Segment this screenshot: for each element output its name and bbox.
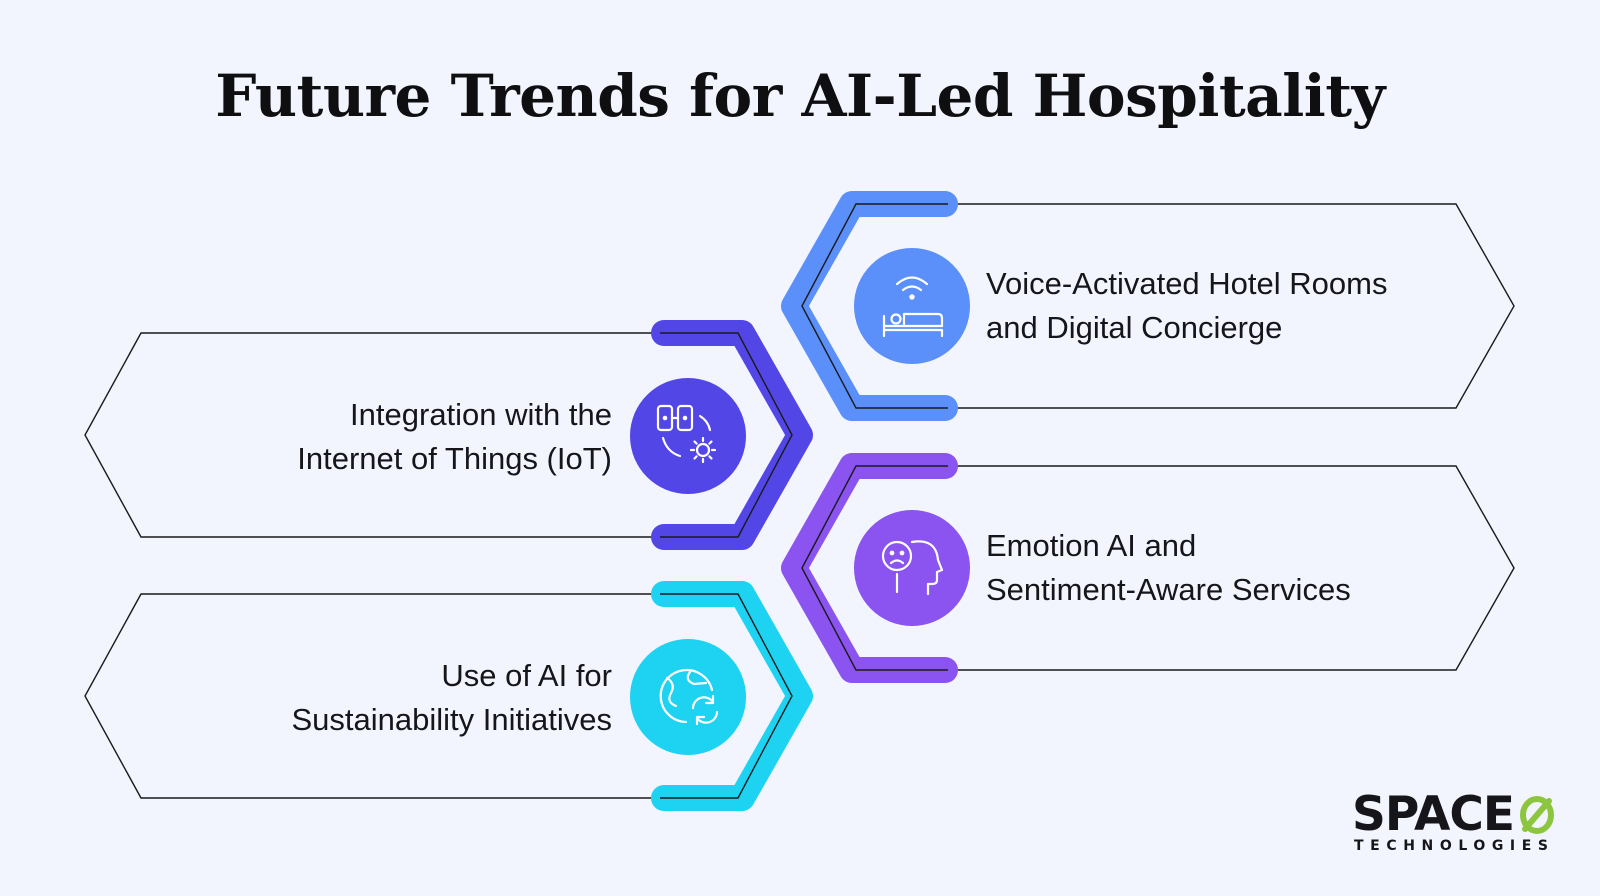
card-outline <box>855 465 1515 671</box>
trend-label-sustainability: Use of AI for Sustainability Initiatives <box>212 654 613 742</box>
trend-label-emotion-ai: Emotion AI and Sentiment-Aware Services <box>986 524 1351 612</box>
icon-circle <box>630 639 746 755</box>
icon-circle <box>630 378 746 494</box>
trend-label-line: Integration with the <box>350 397 612 432</box>
chevron-inner-line <box>660 332 793 538</box>
icon-circle <box>854 510 970 626</box>
company-logo: SPACE TECHNOLOGIES <box>1352 790 1564 860</box>
card-outline <box>855 203 1515 409</box>
iot-devices-gear-icon <box>656 404 717 464</box>
card-outline <box>84 332 742 538</box>
icon-circle <box>854 248 970 364</box>
card-outline <box>84 593 742 799</box>
trend-card-voice-rooms <box>781 191 1515 421</box>
globe-recycle-icon <box>659 668 719 726</box>
trend-label-voice-rooms: Voice-Activated Hotel Rooms and Digital … <box>986 262 1387 350</box>
trend-label-line: Emotion AI and <box>986 528 1197 563</box>
trend-card-iot <box>84 320 813 550</box>
logo-slashed-circle-icon <box>1520 796 1554 834</box>
trend-label-line: Sentiment-Aware Services <box>986 572 1351 607</box>
trend-label-line: Voice-Activated Hotel Rooms <box>986 266 1388 301</box>
chevron-inner-line <box>801 203 948 409</box>
logo-wordmark: SPACE <box>1352 787 1515 842</box>
smart-bed-icon <box>882 276 944 338</box>
trend-label-line: Use of AI for <box>441 658 612 693</box>
logo-subtitle: TECHNOLOGIES <box>1354 838 1555 854</box>
trend-card-emotion-ai <box>781 453 1515 683</box>
chevron-inner-line <box>660 593 793 799</box>
trend-label-iot: Integration with the Internet of Things … <box>212 393 612 481</box>
trend-card-sustainability <box>84 581 813 811</box>
page-title: Future Trends for AI-Led Hospitality <box>215 62 1385 130</box>
trend-label-line: Sustainability Initiatives <box>291 702 613 737</box>
trend-label-line: Internet of Things (IoT) <box>297 441 612 476</box>
chevron-inner-line <box>801 465 948 671</box>
emotion-head-icon <box>881 540 944 596</box>
trend-label-line: and Digital Concierge <box>986 310 1283 345</box>
